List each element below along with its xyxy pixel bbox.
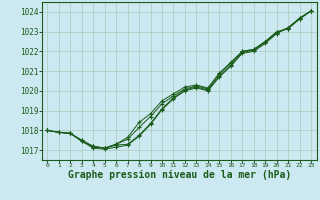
X-axis label: Graphe pression niveau de la mer (hPa): Graphe pression niveau de la mer (hPa): [68, 170, 291, 180]
